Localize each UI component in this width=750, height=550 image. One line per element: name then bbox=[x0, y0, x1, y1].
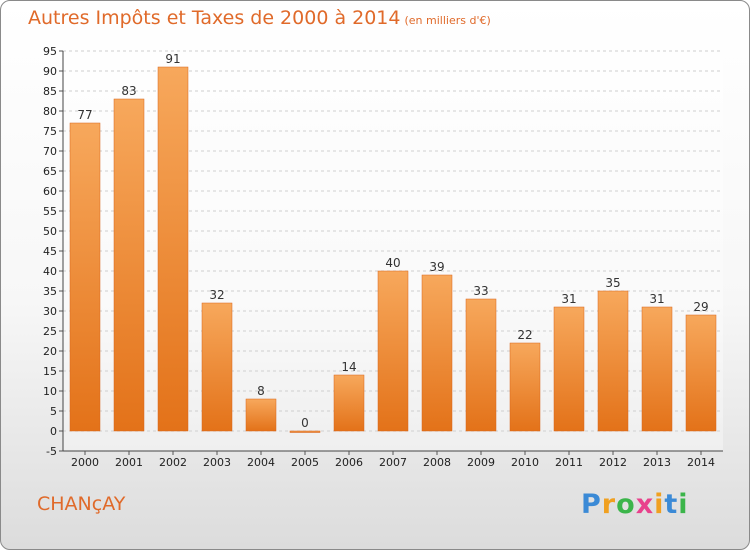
data-label-2003: 32 bbox=[209, 288, 224, 302]
y-tick-label: 25 bbox=[43, 325, 57, 338]
x-tick-label-2002: 2002 bbox=[159, 456, 187, 469]
logo-letter: P bbox=[581, 489, 602, 520]
x-tick-label-2012: 2012 bbox=[599, 456, 627, 469]
data-label-2013: 31 bbox=[649, 292, 664, 306]
logo-letter: i bbox=[654, 489, 665, 520]
y-tick-label: 5 bbox=[50, 405, 57, 418]
data-label-2009: 33 bbox=[473, 284, 488, 298]
bar-2009 bbox=[465, 298, 497, 432]
chart-title: Autres Impôts et Taxes de 2000 à 2014 (en… bbox=[28, 7, 491, 29]
y-tick-label: 0 bbox=[50, 425, 57, 438]
data-label-2014: 29 bbox=[693, 300, 708, 314]
x-tick-label-2008: 2008 bbox=[423, 456, 451, 469]
x-tick-label-2013: 2013 bbox=[643, 456, 671, 469]
bar-2007 bbox=[377, 270, 409, 432]
logo-letter: x bbox=[635, 489, 655, 520]
y-tick-label: -5 bbox=[46, 445, 57, 458]
x-tick-label-2006: 2006 bbox=[335, 456, 363, 469]
x-tick-label-2001: 2001 bbox=[115, 456, 143, 469]
bar-2014 bbox=[685, 314, 717, 432]
y-tick-label: 45 bbox=[43, 245, 57, 258]
x-tick-label-2007: 2007 bbox=[379, 456, 407, 469]
y-tick-label: 95 bbox=[43, 45, 57, 58]
y-tick-label: 90 bbox=[43, 65, 57, 78]
bar-2008 bbox=[421, 274, 453, 432]
proxiti-logo: Proxiti bbox=[581, 489, 689, 520]
y-tick-label: 65 bbox=[43, 165, 57, 178]
chart-title-text: Autres Impôts et Taxes de 2000 à 2014 bbox=[28, 7, 401, 29]
commune-name: CHANçAY bbox=[37, 493, 126, 515]
x-tick-label-2009: 2009 bbox=[467, 456, 495, 469]
x-tick-label-2003: 2003 bbox=[203, 456, 231, 469]
bar-2005 bbox=[289, 430, 321, 433]
bar-2000 bbox=[69, 122, 101, 432]
x-tick-label-2004: 2004 bbox=[247, 456, 275, 469]
bar-2006 bbox=[333, 374, 365, 432]
data-label-2010: 22 bbox=[517, 328, 532, 342]
data-label-2007: 40 bbox=[385, 256, 400, 270]
x-tick-label-2005: 2005 bbox=[291, 456, 319, 469]
data-label-2002: 91 bbox=[165, 52, 180, 66]
x-tick-label-2010: 2010 bbox=[511, 456, 539, 469]
bar-2001 bbox=[113, 98, 145, 432]
x-tick-label-2011: 2011 bbox=[555, 456, 583, 469]
bar-2003 bbox=[201, 302, 233, 432]
chart-subtitle: (en milliers d'€) bbox=[404, 14, 491, 27]
bar-2004 bbox=[245, 398, 277, 432]
data-label-2011: 31 bbox=[561, 292, 576, 306]
bar-2010 bbox=[509, 342, 541, 432]
y-tick-label: 50 bbox=[43, 225, 57, 238]
logo-letter: o bbox=[616, 489, 636, 520]
data-label-2008: 39 bbox=[429, 260, 444, 274]
bar-2002 bbox=[157, 66, 189, 432]
y-tick-label: 10 bbox=[43, 385, 57, 398]
logo-letter: r bbox=[601, 489, 617, 520]
y-tick-label: 55 bbox=[43, 205, 57, 218]
data-label-2005: 0 bbox=[301, 416, 309, 430]
bar-2011 bbox=[553, 306, 585, 432]
y-tick-label: 85 bbox=[43, 85, 57, 98]
x-tick-label-2000: 2000 bbox=[71, 456, 99, 469]
y-tick-label: 35 bbox=[43, 285, 57, 298]
logo-letter: i bbox=[678, 489, 689, 520]
y-tick-label: 60 bbox=[43, 185, 57, 198]
data-label-2004: 8 bbox=[257, 384, 265, 398]
x-tick-label-2014: 2014 bbox=[687, 456, 715, 469]
y-tick-label: 70 bbox=[43, 145, 57, 158]
bar-2013 bbox=[641, 306, 673, 432]
data-label-2001: 83 bbox=[121, 84, 136, 98]
data-label-2000: 77 bbox=[77, 108, 92, 122]
y-tick-label: 75 bbox=[43, 125, 57, 138]
y-tick-label: 15 bbox=[43, 365, 57, 378]
y-tick-label: 80 bbox=[43, 105, 57, 118]
data-label-2006: 14 bbox=[341, 360, 356, 374]
bar-2012 bbox=[597, 290, 629, 432]
logo-letter: t bbox=[664, 489, 679, 520]
y-tick-label: 40 bbox=[43, 265, 57, 278]
data-label-2012: 35 bbox=[605, 276, 620, 290]
y-tick-label: 20 bbox=[43, 345, 57, 358]
y-tick-label: 30 bbox=[43, 305, 57, 318]
